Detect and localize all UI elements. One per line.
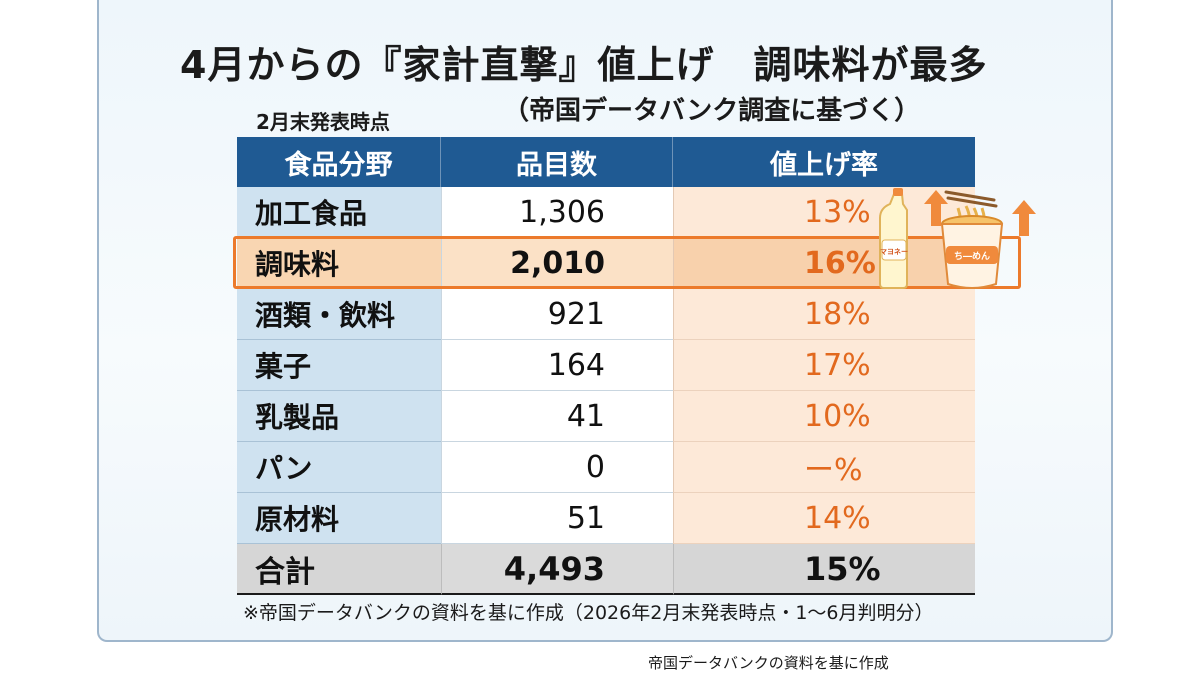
rate-cell: ー% xyxy=(673,442,975,493)
category-cell: 乳製品 xyxy=(237,391,441,442)
table-row-highlighted: 調味料 2,010 16% xyxy=(237,238,975,289)
total-count: 4,493 xyxy=(441,544,673,595)
header-count: 品目数 xyxy=(441,137,673,187)
table-row: 菓子 164 17% xyxy=(237,340,975,391)
total-rate: 15% xyxy=(673,544,975,595)
table-row: パン 0 ー% xyxy=(237,442,975,493)
header-rate: 値上げ率 xyxy=(673,137,975,187)
category-cell: 加工食品 xyxy=(237,187,441,238)
table-header-row: 食品分野 品目数 値上げ率 xyxy=(237,137,975,187)
category-cell: 原材料 xyxy=(237,493,441,544)
rate-cell: 13% xyxy=(673,187,975,238)
ramen-label: ち―めん xyxy=(954,251,990,262)
arrow-up-icon xyxy=(1012,200,1036,236)
table-total-row: 合計 4,493 15% xyxy=(237,544,975,595)
count-cell: 164 xyxy=(441,340,673,391)
count-cell: 1,306 xyxy=(441,187,673,238)
table-row: 酒類・飲料 921 18% xyxy=(237,289,975,340)
header-category: 食品分野 xyxy=(237,137,441,187)
rate-cell: 10% xyxy=(673,391,975,442)
category-cell: 酒類・飲料 xyxy=(237,289,441,340)
arrow-up-icon xyxy=(924,190,948,226)
count-cell: 51 xyxy=(441,493,673,544)
count-cell: 0 xyxy=(441,442,673,493)
total-label: 合計 xyxy=(237,544,441,595)
footnote: ※帝国データバンクの資料を基に作成（2026年2月末発表時点・1～6月判明分） xyxy=(243,602,934,624)
table-row: 加工食品 1,306 13% xyxy=(237,187,975,238)
category-cell: 菓子 xyxy=(237,340,441,391)
table-row: 原材料 51 14% xyxy=(237,493,975,544)
count-cell: 2,010 xyxy=(441,238,673,289)
page-title: 4月からの『家計直撃』値上げ 調味料が最多 xyxy=(180,43,988,87)
subtitle: （帝国データバンク調査に基づく） xyxy=(503,96,921,126)
cup-noodle-icon: ち―めん xyxy=(940,190,1004,289)
food-illustration: マヨネー ち―めん xyxy=(879,188,1036,289)
mayo-label: マヨネー xyxy=(880,248,908,256)
count-cell: 41 xyxy=(441,391,673,442)
rate-cell: 18% xyxy=(673,289,975,340)
mayonnaise-bottle-icon: マヨネー xyxy=(879,188,908,289)
category-cell: 調味料 xyxy=(237,238,441,289)
table-row: 乳製品 41 10% xyxy=(237,391,975,442)
rate-cell: 17% xyxy=(673,340,975,391)
category-cell: パン xyxy=(237,442,441,493)
as-of-label: 2月末発表時点 xyxy=(256,110,390,134)
count-cell: 921 xyxy=(441,289,673,340)
price-increase-table: 食品分野 品目数 値上げ率 加工食品 1,306 13% 調味料 2,010 1… xyxy=(237,137,975,595)
source-caption: 帝国データバンクの資料を基に作成 xyxy=(648,654,889,672)
rate-cell: 14% xyxy=(673,493,975,544)
